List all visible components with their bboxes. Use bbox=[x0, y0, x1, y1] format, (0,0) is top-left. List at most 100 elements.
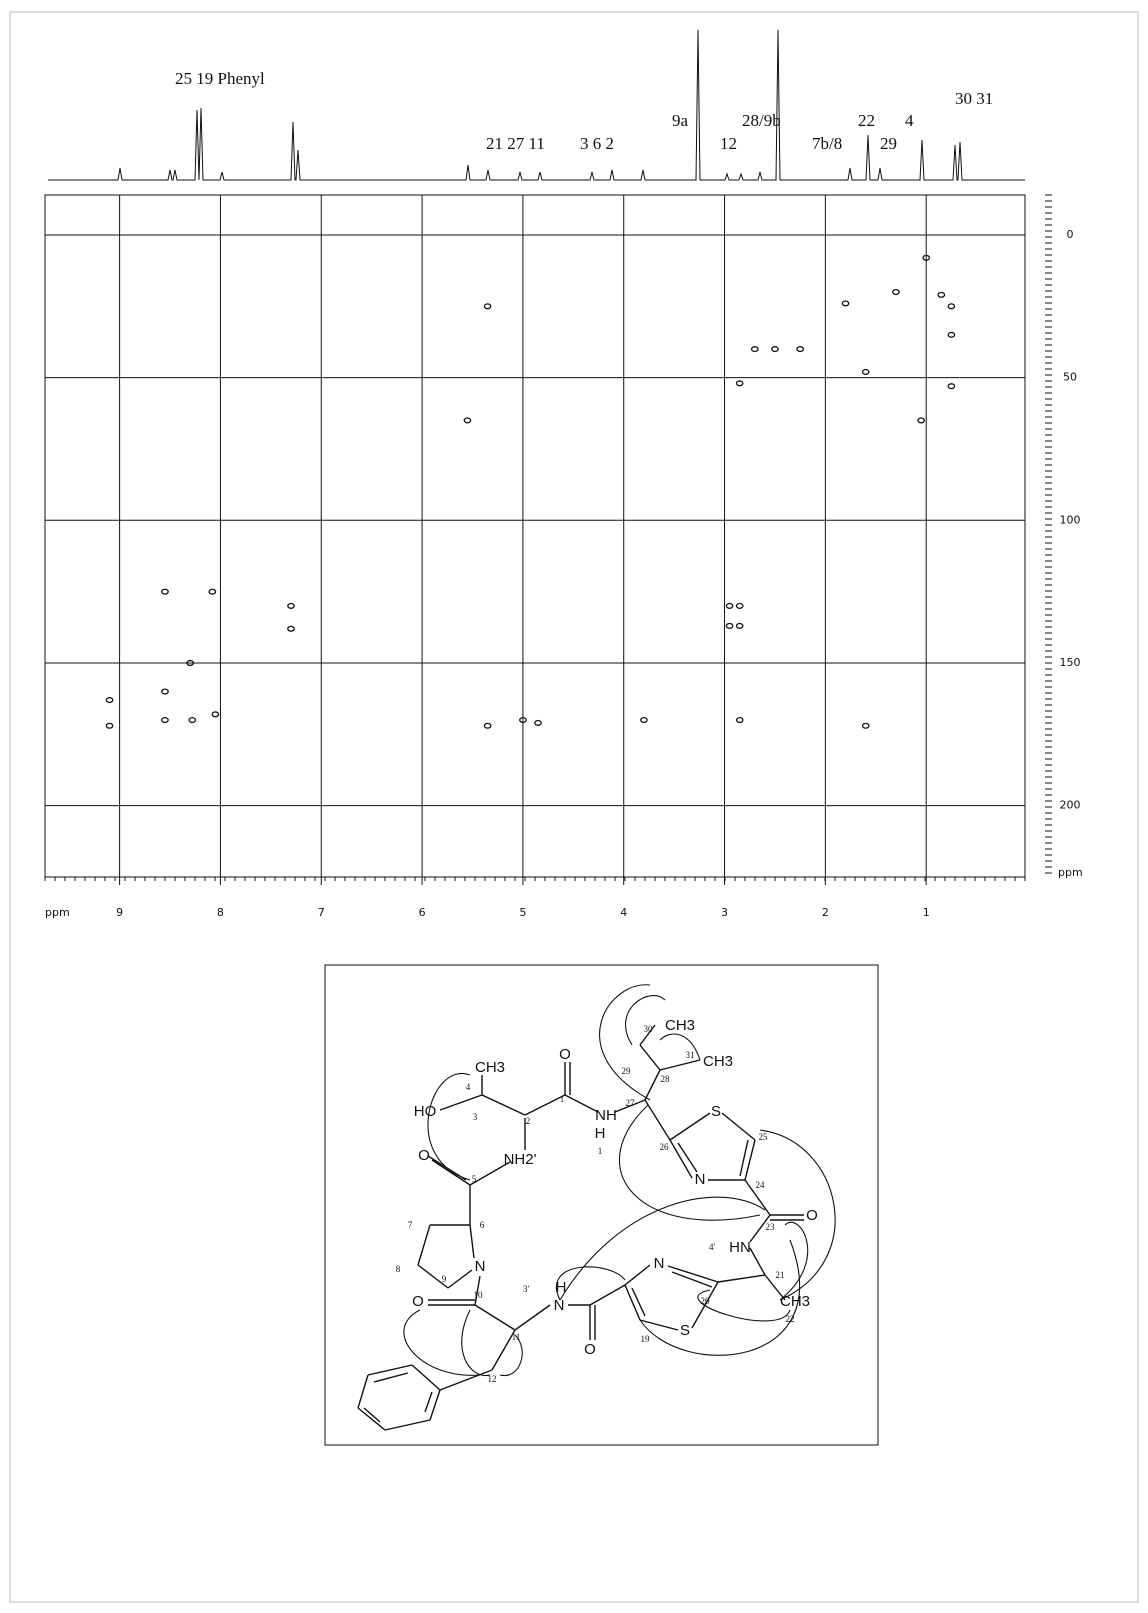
atom-label: N bbox=[654, 1255, 665, 1272]
atom-label: O bbox=[584, 1341, 596, 1358]
bond bbox=[667, 1265, 719, 1283]
y-tick-label: 50 bbox=[1063, 371, 1077, 384]
x-tick-label: 7 bbox=[318, 906, 325, 919]
peak-label: 30 31 bbox=[955, 89, 993, 108]
bond bbox=[373, 1372, 409, 1383]
atom-label: 3' bbox=[523, 1284, 530, 1294]
bond bbox=[764, 1274, 786, 1301]
bond bbox=[411, 1364, 441, 1391]
cross-peak bbox=[105, 722, 114, 729]
atom-label: 22 bbox=[786, 1314, 795, 1324]
atom-label: CH3 bbox=[703, 1053, 733, 1070]
atom-label: 7 bbox=[408, 1220, 413, 1230]
peak-label: 25 19 Phenyl bbox=[175, 69, 265, 88]
bond bbox=[481, 1094, 526, 1116]
bond bbox=[744, 1139, 756, 1181]
cross-peak bbox=[922, 254, 931, 261]
cross-peak bbox=[161, 588, 169, 595]
atom-label: 24 bbox=[756, 1180, 766, 1190]
atom-label: 12 bbox=[488, 1374, 497, 1384]
cross-peak bbox=[750, 346, 759, 353]
x-tick-label: 9 bbox=[116, 906, 123, 919]
atom-label: 28 bbox=[661, 1074, 671, 1084]
page-border bbox=[9, 11, 1139, 1603]
atom-label: 9 bbox=[442, 1274, 447, 1284]
bond bbox=[749, 1214, 771, 1243]
x-tick-label: 4 bbox=[620, 906, 627, 919]
atom-label: CH3 bbox=[475, 1059, 505, 1076]
cross-peak bbox=[725, 622, 734, 629]
atom-label: 8 bbox=[396, 1264, 401, 1274]
bond bbox=[524, 1094, 566, 1116]
atom-label: NH2' bbox=[504, 1151, 537, 1168]
bond bbox=[669, 1112, 711, 1141]
cross-peak bbox=[640, 717, 648, 724]
cross-peak bbox=[186, 659, 195, 667]
atom-label: 2 bbox=[526, 1116, 531, 1126]
cross-peak bbox=[287, 625, 295, 632]
peak-label: 4 bbox=[905, 111, 914, 130]
atom-label: 31 bbox=[686, 1050, 695, 1060]
atom-label: 27 bbox=[626, 1098, 636, 1108]
bond bbox=[671, 1271, 713, 1288]
atom-label: 19 bbox=[641, 1334, 651, 1344]
atom-label: H bbox=[595, 1125, 606, 1142]
cross-peak bbox=[534, 719, 542, 726]
atom-label: 30 bbox=[644, 1024, 654, 1034]
cross-peak bbox=[105, 697, 114, 704]
atom-label: O bbox=[412, 1293, 424, 1310]
bond bbox=[363, 1407, 381, 1423]
cross-peak bbox=[947, 303, 956, 310]
x-unit: ppm bbox=[45, 906, 70, 919]
peak-label: 28/9b bbox=[742, 111, 781, 130]
cross-peak bbox=[483, 722, 492, 729]
atom-label: 3 bbox=[473, 1112, 478, 1122]
x-tick-label: 8 bbox=[217, 906, 224, 919]
y-unit: ppm bbox=[1058, 866, 1083, 879]
atom-label: CH3 bbox=[780, 1293, 810, 1310]
bond bbox=[417, 1264, 449, 1289]
structure-frame bbox=[324, 964, 879, 1446]
atom-label: 26 bbox=[660, 1142, 670, 1152]
bond bbox=[749, 1247, 766, 1276]
y-tick-label: 200 bbox=[1060, 799, 1081, 812]
cross-peak bbox=[211, 711, 220, 718]
cross-peak bbox=[861, 722, 870, 729]
atom-label: N bbox=[554, 1297, 565, 1314]
cross-peak bbox=[519, 717, 527, 724]
atom-label: 25 bbox=[759, 1132, 769, 1142]
cross-peak bbox=[771, 346, 779, 353]
bond bbox=[439, 1094, 483, 1111]
atom-label: O bbox=[806, 1207, 818, 1224]
peak-label: 12 bbox=[720, 134, 737, 153]
bond bbox=[631, 1287, 646, 1317]
atom-label: CH3 bbox=[665, 1017, 695, 1034]
atom-label: 20 bbox=[701, 1296, 711, 1306]
atom-label: 4 bbox=[466, 1082, 471, 1092]
cross-peak bbox=[483, 303, 492, 310]
cross-peak bbox=[161, 688, 169, 695]
bond bbox=[357, 1374, 369, 1409]
peak-label: 3 6 2 bbox=[580, 134, 614, 153]
bond bbox=[424, 1391, 433, 1413]
atom-label: S bbox=[711, 1103, 721, 1120]
cross-peak bbox=[937, 291, 946, 298]
proton-spectrum bbox=[48, 29, 1025, 181]
bond bbox=[744, 1179, 771, 1216]
bond bbox=[624, 1284, 641, 1321]
bond bbox=[514, 1304, 551, 1331]
cross-peak bbox=[161, 717, 169, 724]
atom-label: 11 bbox=[512, 1332, 521, 1342]
cross-peak bbox=[725, 602, 734, 609]
bond bbox=[639, 1044, 661, 1071]
cross-peak bbox=[735, 717, 744, 724]
structure-bonds bbox=[357, 1024, 804, 1431]
x-tick-label: 5 bbox=[519, 906, 526, 919]
y-tick-label: 0 bbox=[1067, 228, 1074, 241]
atom-label: N bbox=[475, 1258, 486, 1275]
atom-label: O bbox=[418, 1147, 430, 1164]
bond bbox=[384, 1419, 431, 1431]
atom-label: 4' bbox=[709, 1242, 716, 1252]
